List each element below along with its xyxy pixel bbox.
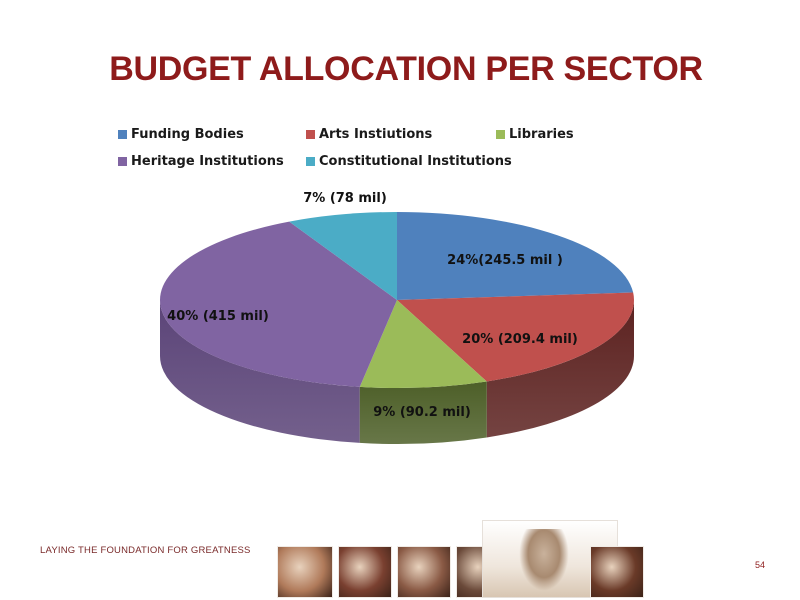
pie-slice-heritage-institutions — [159, 221, 397, 387]
pie-slice-constitutional-institutions — [289, 212, 397, 300]
legend-label: Funding Bodies — [131, 127, 244, 142]
chart-legend: Funding Bodies Arts Instiutions Librarie… — [118, 127, 638, 175]
legend-label: Libraries — [509, 127, 574, 142]
legend-label: Arts Instiutions — [319, 127, 433, 142]
dancers-photo-icon — [338, 546, 392, 598]
pie-slice-arts-instiutions — [397, 292, 634, 382]
data-label-libraries: 9% (90.2 mil) — [373, 405, 471, 420]
data-label-constitutional-institutions: 7% (78 mil) — [303, 191, 387, 206]
legend-swatch — [118, 157, 127, 166]
data-label-heritage-institutions: 40% (415 mil) — [167, 309, 269, 324]
legend-swatch — [306, 130, 315, 139]
legend-swatch — [118, 130, 127, 139]
legend-item-arts-institutions: Arts Instiutions — [306, 127, 432, 142]
pie-side-heritage-institutions — [160, 300, 360, 443]
pie-side-arts-instiutions — [486, 300, 634, 438]
legend-label: Heritage Institutions — [131, 154, 284, 169]
legend-item-heritage-institutions: Heritage Institutions — [118, 154, 284, 169]
slide-title: BUDGET ALLOCATION PER SECTOR — [109, 50, 703, 88]
pie-slice-funding-bodies — [397, 212, 634, 300]
legend-item-funding-bodies: Funding Bodies — [118, 127, 244, 142]
data-label-arts-instiutions: 20% (209.4 mil) — [462, 332, 578, 347]
data-label-funding-bodies: 24%(245.5 mil ) — [447, 253, 563, 268]
legend-item-libraries: Libraries — [496, 127, 574, 142]
saxophone-photo-icon — [590, 546, 644, 598]
legend-item-constitutional-institutions: Constitutional Institutions — [306, 154, 512, 169]
legend-swatch — [306, 157, 315, 166]
legend-label: Constitutional Institutions — [319, 154, 512, 169]
pie-side-libraries — [359, 381, 487, 444]
page-number: 54 — [755, 560, 766, 570]
footer-tagline: LAYING THE FOUNDATION FOR GREATNESS — [40, 545, 251, 556]
legend-swatch — [496, 130, 505, 139]
pie-slice-libraries — [359, 300, 487, 388]
hands-photo-icon — [277, 546, 333, 598]
film-reel-photo-icon — [397, 546, 451, 598]
